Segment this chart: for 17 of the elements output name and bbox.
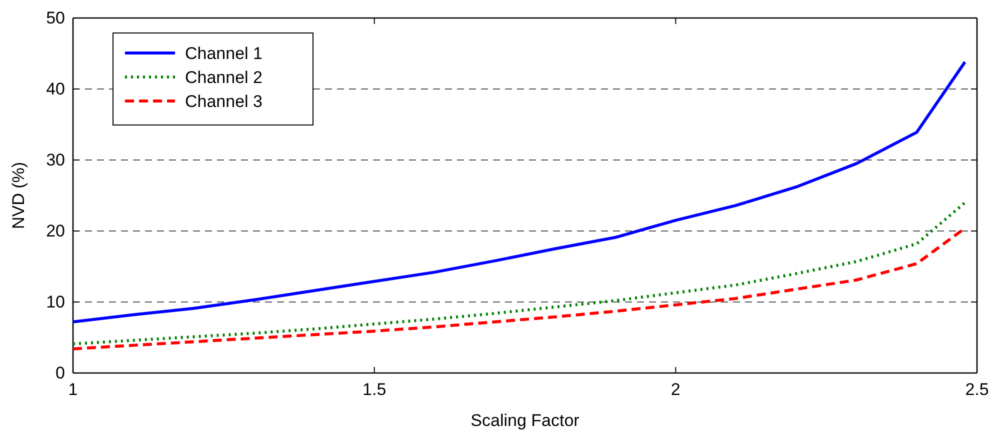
y-tick-label: 40 bbox=[46, 79, 65, 98]
legend-label: Channel 3 bbox=[185, 92, 263, 111]
x-axis-title: Scaling Factor bbox=[470, 411, 580, 430]
y-tick-label: 10 bbox=[46, 292, 65, 312]
y-axis-title: NVD (%) bbox=[9, 162, 28, 230]
y-tick-label: 20 bbox=[46, 221, 65, 240]
legend-label: Channel 1 bbox=[185, 44, 263, 63]
y-tick-label: 30 bbox=[46, 150, 65, 170]
y-tick-label: 50 bbox=[46, 8, 65, 28]
x-tick-label: 1 bbox=[68, 380, 78, 400]
x-tick-label: 2 bbox=[670, 380, 680, 400]
y-tick-label: 0 bbox=[56, 363, 65, 382]
x-tick-label: 1.5 bbox=[362, 380, 386, 400]
line-series bbox=[72, 60, 966, 324]
line-series bbox=[72, 201, 966, 346]
legend-label: Channel 2 bbox=[185, 68, 263, 87]
x-tick-label: 2.5 bbox=[965, 380, 989, 400]
